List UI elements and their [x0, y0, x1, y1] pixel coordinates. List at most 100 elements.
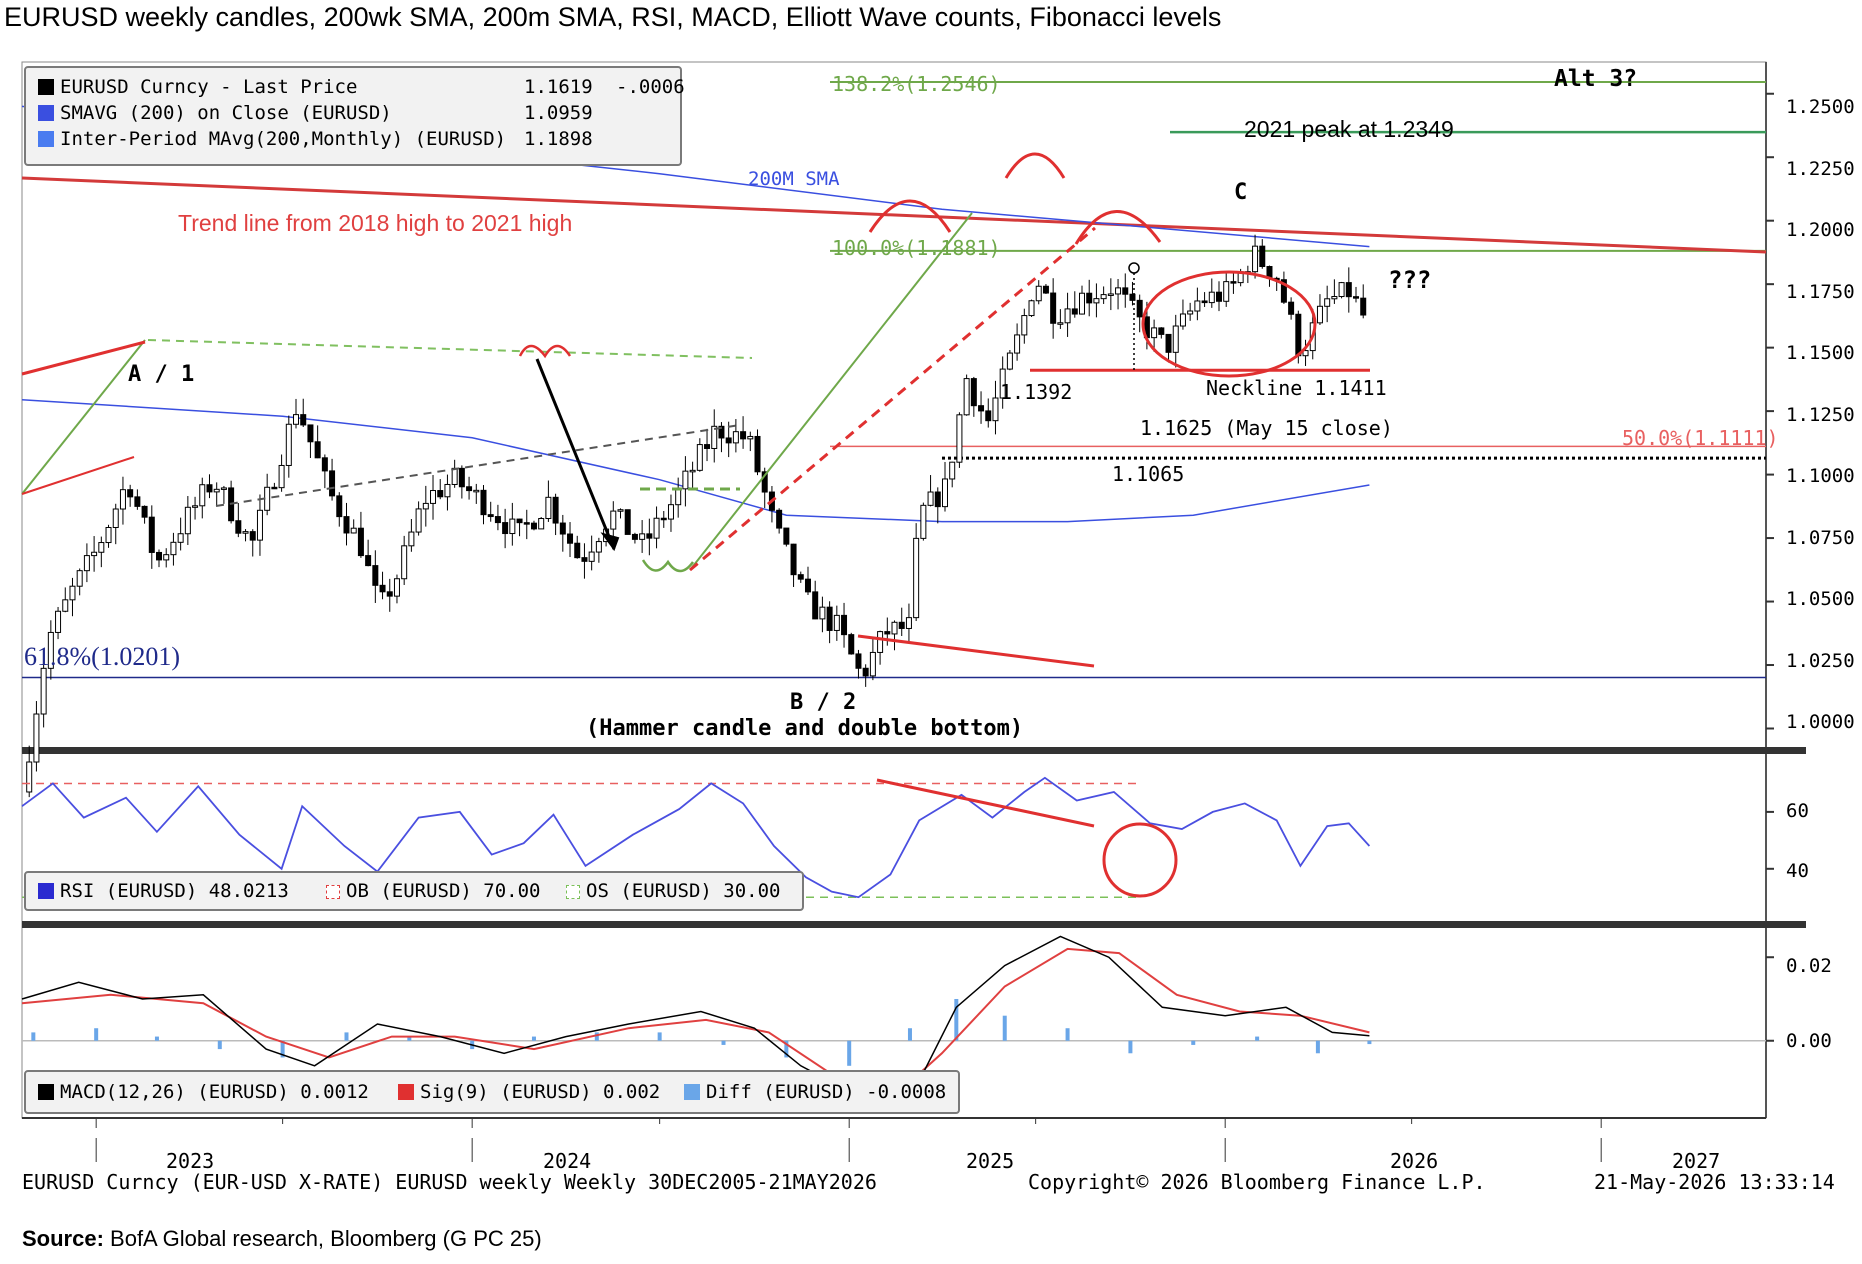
- candle-body: [581, 557, 588, 562]
- macd-circle: [1102, 822, 1178, 898]
- legend-swatch-sma200w: [38, 105, 54, 121]
- source-note: Source: BofA Global research, Bloomberg …: [22, 1226, 542, 1252]
- candle-body: [1353, 296, 1360, 299]
- legend-value-sma200w: 1.0959: [524, 102, 593, 124]
- candle-body: [1071, 308, 1078, 315]
- candle-body: [365, 555, 372, 567]
- candle-body: [473, 489, 480, 493]
- candle-body: [1165, 333, 1172, 353]
- candle-body: [999, 368, 1006, 399]
- candle-body: [1129, 293, 1136, 301]
- candle-body: [293, 414, 300, 425]
- candle-body: [1316, 305, 1323, 324]
- candle-body: [422, 502, 429, 510]
- a1-upper-red-line: [21, 340, 146, 376]
- candle-body: [949, 461, 956, 480]
- double-bottom-arcs: [641, 559, 695, 573]
- rsi-legend: RSI (EURUSD) 48.0213 OB (EURUSD) 70.00 O…: [24, 871, 804, 911]
- macd-diff-bar: [154, 1036, 159, 1041]
- candle-body: [696, 444, 703, 471]
- red-dashed-uptrend: [689, 226, 1096, 572]
- candle-body: [235, 520, 242, 534]
- footer-left: EURUSD Curncy (EUR-USD X-RATE) EURUSD we…: [22, 1170, 877, 1194]
- macd-ytick: 0.02: [1786, 955, 1832, 977]
- legend-swatch-rsi: [38, 883, 54, 899]
- rsi-ytick: 60: [1786, 800, 1809, 822]
- price-ytick: 1.1750: [1786, 281, 1855, 303]
- macd-diff-bar: [1002, 1015, 1007, 1041]
- candle-body: [1107, 293, 1114, 296]
- price-ytick: 1.0500: [1786, 588, 1855, 610]
- annotation-a1: A / 1: [128, 362, 195, 387]
- green-dashed-line: [147, 339, 753, 359]
- macd-diff-bar: [1128, 1040, 1133, 1054]
- candle-body: [127, 489, 134, 498]
- legend-row-ob: OB (EURUSD) 70.00: [326, 880, 540, 902]
- macd-diff-bar: [1367, 1040, 1372, 1045]
- candle-body: [617, 509, 624, 512]
- macd-diff-bar: [847, 1040, 852, 1066]
- candle-body: [646, 533, 653, 539]
- candle-body: [1208, 291, 1215, 304]
- price-ytick: 1.2250: [1786, 158, 1855, 180]
- candle-body: [718, 425, 725, 439]
- candle-body: [841, 614, 848, 636]
- candle-body: [667, 504, 674, 520]
- macd-diff-bar: [1255, 1036, 1260, 1041]
- legend-label-price: EURUSD Curncy - Last Price: [60, 76, 358, 98]
- candle-body: [869, 651, 876, 677]
- candle-body: [415, 508, 422, 533]
- macd-diff-bar: [407, 1036, 412, 1041]
- panel-separator: [22, 747, 1806, 754]
- legend-swatch-ob: [326, 885, 340, 899]
- candle-body: [372, 565, 379, 586]
- price-ytick: 1.2500: [1786, 96, 1855, 118]
- annotation-1392: 1.1392: [1000, 380, 1073, 404]
- candle-body: [1086, 292, 1093, 304]
- candle-body: [985, 410, 992, 422]
- macd-diff-bar: [344, 1032, 349, 1041]
- candle-body: [98, 542, 105, 553]
- candle-body: [776, 509, 783, 529]
- candle-body: [934, 491, 941, 508]
- candle-body: [33, 713, 40, 763]
- candle-body: [91, 551, 98, 557]
- candle-body: [1064, 308, 1071, 324]
- candle-body: [206, 484, 213, 493]
- candle-body: [559, 522, 566, 535]
- legend-label-diff: Diff (EURUSD) -0.0008: [706, 1081, 947, 1103]
- legend-row-signal: Sig(9) (EURUSD) 0.002: [398, 1081, 660, 1103]
- annotation-1065: 1.1065: [1112, 462, 1185, 486]
- candle-body: [631, 533, 638, 540]
- candle-body: [1280, 279, 1287, 303]
- arrow-head: [600, 532, 620, 552]
- candle-body: [307, 424, 314, 443]
- candle-body: [1172, 325, 1179, 353]
- legend-label-os: OS (EURUSD) 30.00: [586, 880, 781, 902]
- candle-body: [1151, 327, 1158, 339]
- macd-diff-bar: [1191, 1040, 1196, 1045]
- sma-200w-line: [21, 398, 1370, 523]
- candle-body: [134, 496, 141, 507]
- candle-body: [249, 531, 256, 541]
- page-title: EURUSD weekly candles, 200wk SMA, 200m S…: [4, 2, 1222, 32]
- candle-body: [884, 631, 891, 635]
- candle-body: [437, 490, 444, 498]
- footer-center: Copyright© 2026 Bloomberg Finance L.P.: [1028, 1170, 1486, 1194]
- candle-body: [639, 533, 646, 540]
- legend-row-rsi: RSI (EURUSD) 48.0213: [38, 880, 289, 902]
- annotation-neckline: Neckline 1.1411: [1206, 376, 1387, 400]
- candle-body: [83, 555, 90, 572]
- candle-body: [343, 516, 350, 534]
- candle-body: [47, 631, 54, 669]
- legend-row-sma200m: Inter-Period MAvg(200,Monthly) (EURUSD): [38, 128, 506, 150]
- candle-body: [682, 470, 689, 490]
- rsi-divergence-line: [857, 634, 1095, 668]
- candle-body: [329, 470, 336, 497]
- fib-label-1382: 138.2%(1.2546): [832, 72, 1001, 96]
- macd-diff-bar: [721, 1040, 726, 1045]
- candle-body: [660, 517, 667, 521]
- price-ytick: 1.0750: [1786, 527, 1855, 549]
- candle-body: [1014, 334, 1021, 354]
- annotation-alt3: Alt 3?: [1554, 66, 1638, 92]
